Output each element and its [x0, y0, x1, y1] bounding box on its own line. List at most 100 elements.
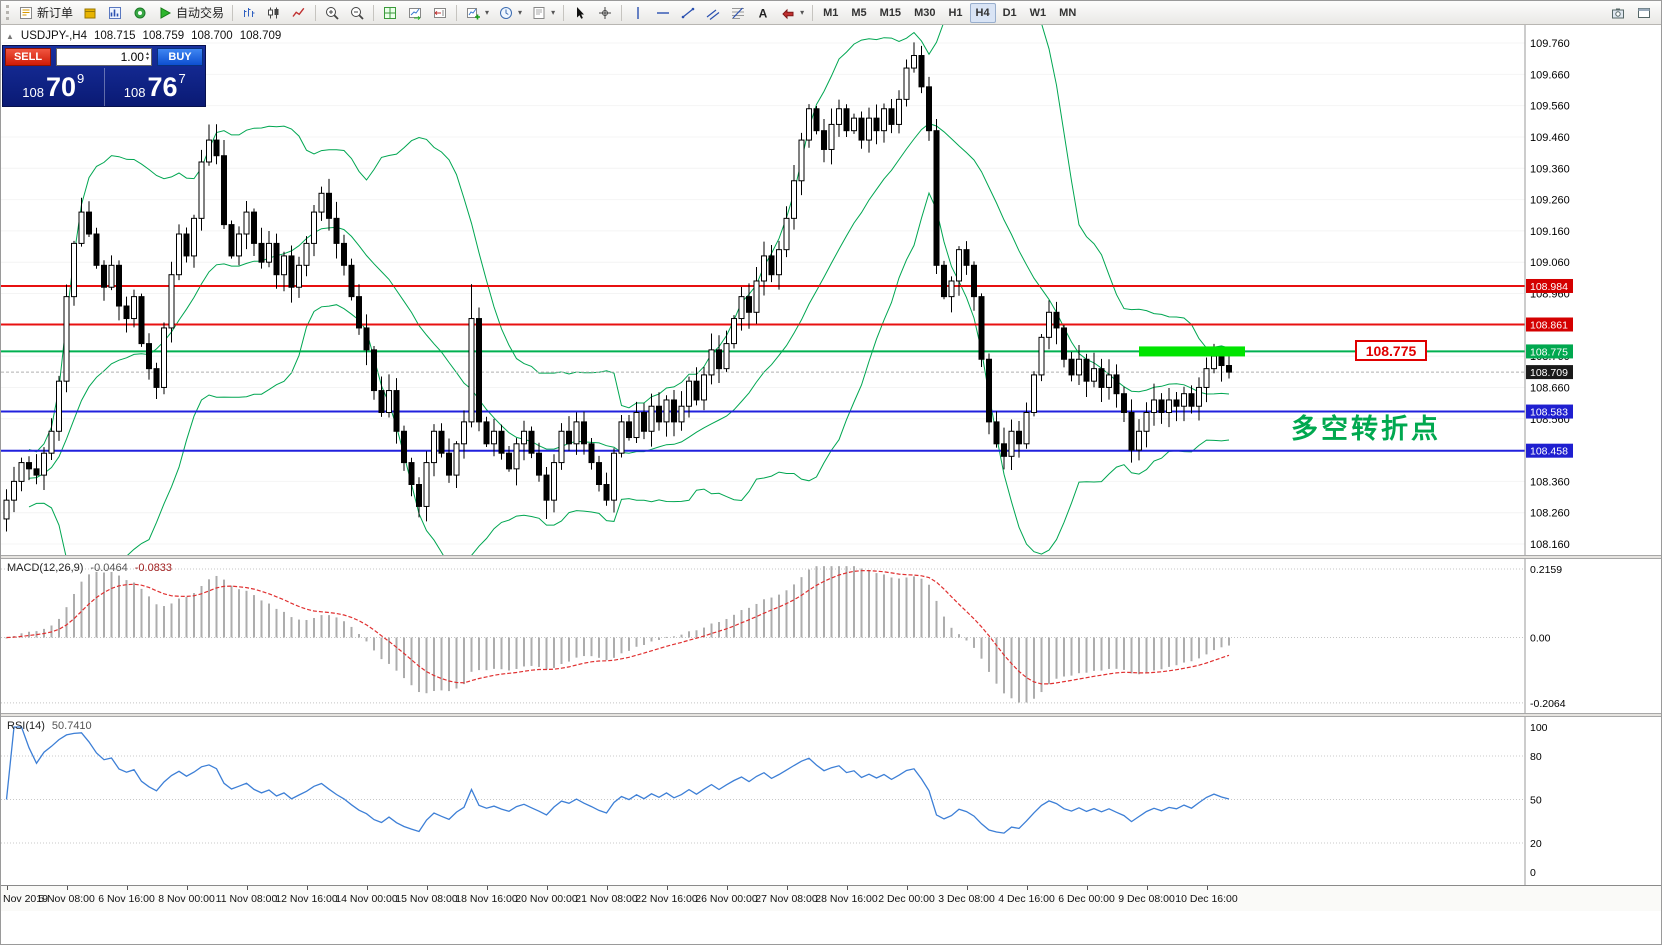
svg-text:108.458: 108.458 — [1530, 446, 1568, 458]
buy-price-button[interactable]: 108 76 7 — [105, 68, 206, 106]
periods-button[interactable]: ▾ — [494, 3, 526, 23]
sell-price-button[interactable]: 108 70 9 — [3, 68, 105, 106]
crosshair-icon — [599, 6, 612, 19]
timeframe-h1[interactable]: H1 — [942, 3, 968, 23]
time-label: Nov 2019 — [3, 893, 48, 905]
timeframe-m15-label: M15 — [879, 6, 902, 19]
time-tick — [246, 886, 248, 890]
time-tick — [606, 886, 608, 890]
timeframe-m5-label: M5 — [851, 6, 867, 19]
time-label: 6 Nov 16:00 — [98, 893, 155, 905]
volume-spinner[interactable]: ▴ ▾ — [145, 51, 149, 62]
time-tick — [66, 886, 68, 890]
panel-splitter[interactable] — [1, 713, 1661, 717]
alerts-button[interactable] — [128, 3, 152, 23]
auto-scroll-icon — [409, 7, 422, 20]
time-tick — [306, 886, 308, 890]
main-chart-canvas[interactable]: 109.760 109.660 109.560 109.460 109.360 109.2… — [1, 25, 1662, 555]
auto-scroll-button[interactable] — [403, 3, 427, 23]
timeframe-mn-label: MN — [1059, 6, 1077, 19]
timeframe-m5[interactable]: M5 — [845, 3, 872, 23]
toolbar-grip[interactable] — [6, 5, 9, 20]
speaker-icon — [134, 7, 146, 18]
line-chart-button[interactable] — [287, 3, 311, 23]
fibo-icon — [732, 7, 745, 19]
buy-price-pip: 7 — [178, 71, 186, 86]
time-label: 20 Nov 00:00 — [515, 893, 578, 905]
timeframe-d1[interactable]: D1 — [997, 3, 1023, 23]
price-note-label[interactable]: 108.775 — [1355, 340, 1427, 362]
timeframe-mn[interactable]: MN — [1053, 3, 1082, 23]
dock-button[interactable] — [1632, 3, 1656, 23]
time-tick — [486, 886, 488, 890]
bar-chart-button[interactable] — [237, 3, 261, 23]
time-label: 18 Nov 16:00 — [455, 893, 518, 905]
time-tick — [726, 886, 728, 890]
zoom-in-button[interactable] — [320, 3, 344, 23]
auto-trading-button[interactable]: 自动交易 — [153, 3, 228, 23]
indicators-button[interactable]: ▾ — [461, 3, 493, 23]
buy-button[interactable]: BUY — [157, 48, 203, 66]
spinner-up-icon[interactable]: ▴ — [145, 51, 149, 57]
arrows-icon — [782, 8, 794, 19]
channel-button[interactable] — [701, 3, 725, 23]
svg-text:-0.2064: -0.2064 — [1530, 698, 1566, 710]
profiles-button[interactable] — [103, 3, 127, 23]
rsi-value: 50.7410 — [51, 720, 92, 732]
timeframe-m15[interactable]: M15 — [874, 3, 907, 23]
chevron-down-icon: ▾ — [485, 8, 490, 17]
tile-windows-button[interactable] — [378, 3, 402, 23]
svg-text:108.709: 108.709 — [1530, 367, 1568, 379]
arrows-button[interactable]: ▾ — [776, 3, 808, 23]
volume-input[interactable]: 1.00 ▴ ▾ — [56, 48, 152, 66]
zoom-out-button[interactable] — [345, 3, 369, 23]
time-label: 11 Nov 08:00 — [215, 893, 278, 905]
macd-chart-canvas[interactable]: 0.2159 0.00 -0.2064 — [1, 559, 1662, 713]
collapse-panel-icon[interactable]: ▲ — [6, 31, 14, 41]
sell-button[interactable]: SELL — [5, 48, 51, 66]
timeframe-h4-label: H4 — [975, 6, 990, 19]
time-label: 10 Dec 16:00 — [1175, 893, 1238, 905]
rsi-chart-canvas[interactable]: 100 80 50 20 0 — [1, 717, 1662, 885]
svg-text:108.160: 108.160 — [1530, 539, 1570, 551]
time-tick — [1146, 886, 1148, 890]
snapshot-button[interactable] — [1606, 3, 1630, 23]
toolbar-separator — [232, 4, 234, 21]
sell-price-pip: 9 — [77, 71, 85, 86]
chart-shift-button[interactable] — [428, 3, 452, 23]
svg-text:109.460: 109.460 — [1530, 132, 1570, 144]
sell-price-main: 70 — [45, 72, 76, 102]
time-label: 28 Nov 16:00 — [815, 893, 878, 905]
history-center-button[interactable] — [78, 3, 102, 23]
time-label: 4 Dec 16:00 — [998, 893, 1055, 905]
time-label: 5 Nov 08:00 — [38, 893, 95, 905]
time-axis[interactable]: Nov 2019 5 Nov 08:00 6 Nov 16:00 8 Nov 00:0… — [1, 885, 1661, 911]
toolbar-separator — [315, 4, 317, 21]
rsi-panel: 100 80 50 20 0 RSI(14) 50.7410 — [1, 717, 1661, 885]
candlestick-chart-button[interactable] — [262, 3, 286, 23]
timeframe-w1[interactable]: W1 — [1024, 3, 1053, 23]
panel-splitter[interactable] — [1, 555, 1661, 559]
crosshair-button[interactable] — [593, 3, 617, 23]
svg-text:109.660: 109.660 — [1530, 69, 1570, 81]
symbol-period-label: USDJPY-,H4 — [20, 30, 87, 42]
time-tick — [786, 886, 788, 890]
spinner-down-icon[interactable]: ▾ — [145, 56, 149, 62]
templates-button[interactable]: ▾ — [527, 3, 559, 23]
new-order-button[interactable]: 新订单 — [14, 3, 77, 23]
timeframe-m1[interactable]: M1 — [817, 3, 844, 23]
time-tick — [906, 886, 908, 890]
text-button[interactable]: A — [751, 3, 775, 23]
timeframe-m30[interactable]: M30 — [908, 3, 941, 23]
vertical-line-button[interactable] — [626, 3, 650, 23]
buy-price-prefix: 108 — [123, 85, 146, 100]
svg-text:108.260: 108.260 — [1530, 508, 1570, 520]
horizontal-line-button[interactable] — [651, 3, 675, 23]
time-label: 3 Dec 08:00 — [938, 893, 995, 905]
macd-name: MACD(12,26,9) — [7, 562, 84, 574]
fibonacci-button[interactable] — [726, 3, 750, 23]
trendline-button[interactable] — [676, 3, 700, 23]
timeframe-h4[interactable]: H4 — [969, 2, 996, 23]
annotation-text[interactable]: 多空转折点 — [1291, 413, 1441, 444]
cursor-button[interactable] — [568, 3, 592, 23]
